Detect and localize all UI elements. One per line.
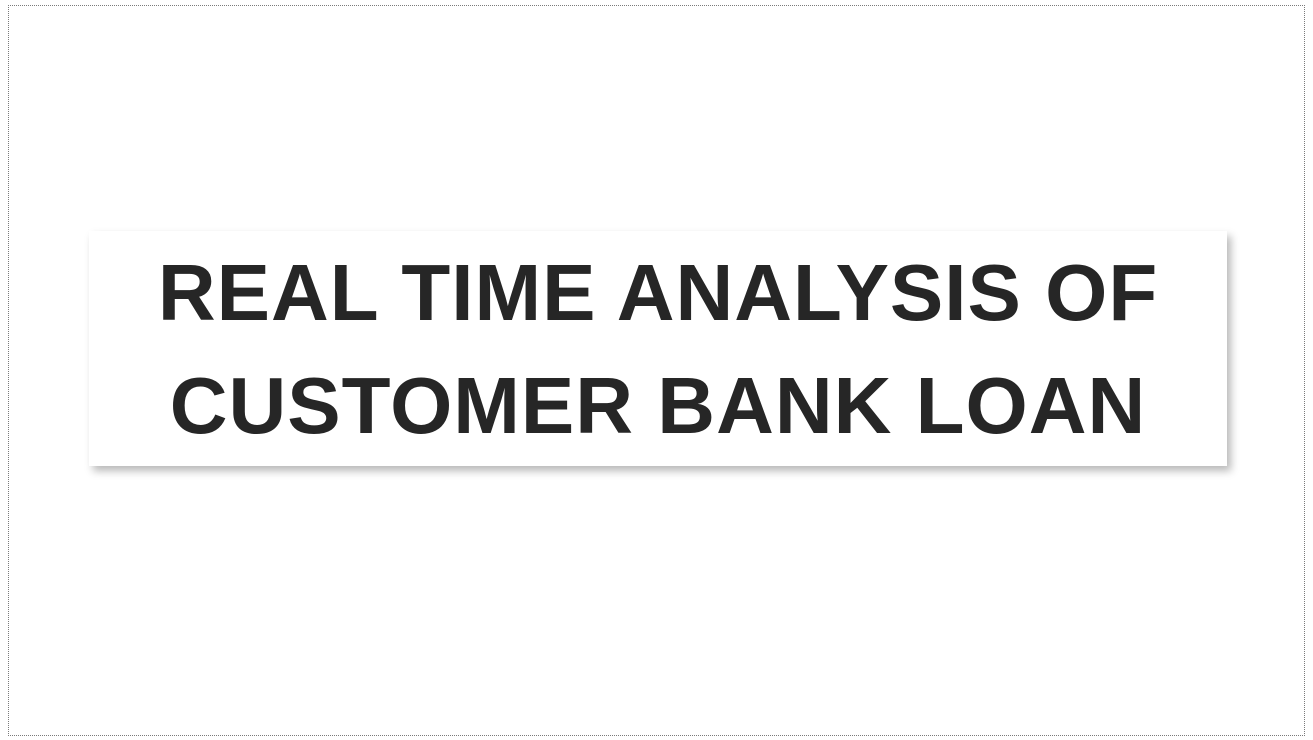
title-line-2: CUSTOMER BANK LOAN bbox=[169, 360, 1147, 450]
slide-canvas: REAL TIME ANALYSIS OF CUSTOMER BANK LOAN bbox=[8, 5, 1305, 736]
title-text-box[interactable]: REAL TIME ANALYSIS OF CUSTOMER BANK LOAN bbox=[89, 231, 1227, 466]
title-line-1: REAL TIME ANALYSIS OF bbox=[157, 247, 1159, 337]
